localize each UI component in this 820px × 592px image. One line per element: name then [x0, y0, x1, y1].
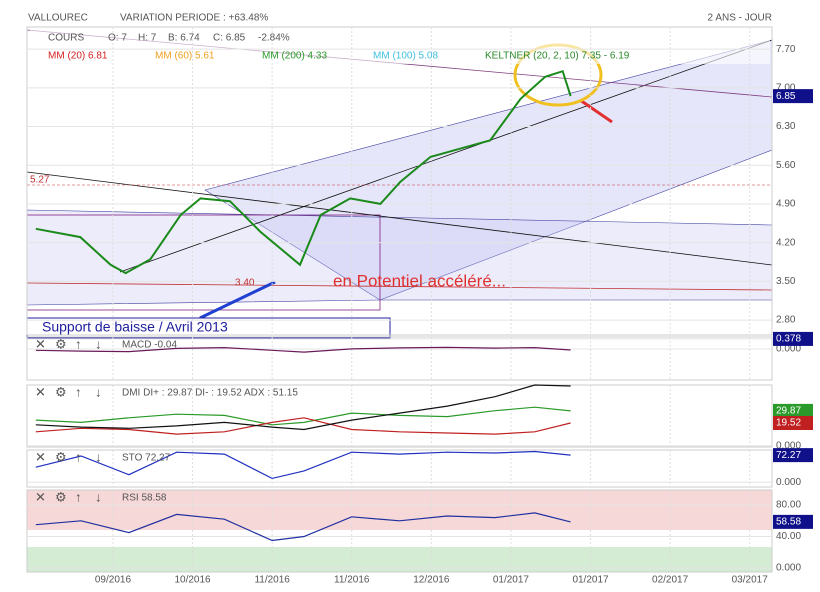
panel-icon: ↓ [95, 449, 102, 464]
value-tag-label: 72.27 [776, 450, 801, 461]
legend-backdrop [30, 26, 770, 64]
y-tick-label: 0.000 [776, 440, 801, 451]
channel [26, 209, 773, 306]
series-line [35, 406, 571, 426]
variation: VARIATION PERIODE : +63.48% [120, 13, 268, 24]
value-tag-label: 29.87 [776, 406, 801, 417]
x-tick-label: 10/2016 [174, 575, 211, 586]
value-tag-label: 0.378 [776, 334, 801, 345]
panel-icon: ⚙ [55, 384, 67, 399]
panel-icon: ⚙ [55, 489, 67, 504]
y-tick-label: 80.00 [776, 500, 801, 511]
x-tick-label: 12/2016 [413, 575, 450, 586]
value-tag [773, 415, 813, 430]
series-line [35, 417, 571, 435]
indicator-item: MM (60) 5.61 [155, 51, 215, 62]
x-tick-label: 09/2016 [95, 575, 132, 586]
x-tick-label: 11/2016 [334, 575, 370, 586]
indicator-item: MM (20) 6.81 [48, 51, 108, 62]
arrow [199, 280, 276, 320]
y-tick-label: 0.000 [776, 344, 801, 355]
value-tag [773, 89, 813, 104]
x-tick-label: 11/2016 [254, 575, 290, 586]
panel-icon: ✕ [35, 384, 46, 399]
indicator-item: MM (200) 4.33 [262, 51, 327, 62]
x-tick-label: 01/2017 [493, 575, 530, 586]
annotation: Support de baisse / Avril 2013 [42, 319, 228, 335]
y-tick-label: 4.20 [776, 237, 796, 248]
value-tag-label: 6.85 [776, 91, 796, 102]
trend-line [26, 171, 773, 266]
panel-legend: RSI 58.58 [122, 493, 167, 504]
y-tick-label: 5.60 [776, 160, 796, 171]
series-line [35, 384, 571, 431]
y-tick-label: 0.000 [776, 477, 801, 488]
x-tick-label: 02/2017 [652, 575, 689, 586]
panel-icon: ✕ [35, 489, 46, 504]
value-tag [773, 514, 813, 529]
panel-icon: ↑ [75, 489, 82, 504]
overbought-band [27, 490, 772, 530]
quote-item: -2.84% [258, 33, 290, 44]
quote-item: C: 6.85 [213, 33, 246, 44]
value-tag [773, 448, 813, 463]
y-tick-label: 7.70 [776, 44, 796, 55]
annotation: 5.27 [30, 175, 50, 186]
indicator-item: MM (100) 5.08 [373, 51, 438, 62]
annotation: 3.40 [235, 278, 255, 289]
panel-icon: ⚙ [55, 449, 67, 464]
level-line [26, 282, 773, 291]
panel-legend: STO 72.27 [122, 453, 171, 464]
panel-icon: ✕ [35, 336, 46, 351]
value-tag [773, 331, 813, 346]
panel-icon: ⚙ [55, 336, 67, 351]
trend-line [119, 39, 773, 273]
value-tag-label: 19.52 [776, 418, 801, 429]
series-line [35, 69, 572, 275]
panel-frame [26, 26, 773, 336]
quote-item: O: 7 [108, 33, 127, 44]
y-tick-label: 4.90 [776, 199, 796, 210]
indicator-item: KELTNER (20, 2, 10) 7.35 - 6.19 [485, 51, 630, 62]
y-tick-label: 3.50 [776, 276, 796, 287]
panel-frame [26, 336, 773, 381]
panel-frame [26, 489, 773, 573]
x-tick-label: 03/2017 [732, 575, 769, 586]
arrow [579, 98, 613, 124]
annotation: en Potentiel accéléré... [333, 271, 506, 290]
y-tick-label: 0.000 [776, 563, 801, 574]
quote-item: H: 7 [138, 33, 157, 44]
panel-legend: DMI DI+ : 29.87 DI- : 19.52 ADX : 51.15 [122, 388, 298, 399]
panel-legend: MACD -0.04 [122, 340, 177, 351]
series-line [35, 450, 571, 480]
period: 2 ANS - JOUR [708, 13, 772, 24]
panel-icon: ↑ [75, 384, 82, 399]
y-tick-label: 40.00 [776, 531, 801, 542]
quote-item: B: 6.74 [168, 33, 200, 44]
panel-icon: ↓ [95, 384, 102, 399]
panel-frame [26, 384, 773, 448]
panel-icon: ↓ [95, 336, 102, 351]
quote-item: COURS [48, 33, 84, 44]
series-line [35, 346, 571, 353]
y-tick-label: 6.30 [776, 121, 796, 132]
panel-icon: ✕ [35, 449, 46, 464]
x-tick-label: 01/2017 [572, 575, 609, 586]
y-tick-label: 7.00 [776, 82, 796, 93]
stock-title: VALLOUREC [28, 13, 88, 24]
panel-icon: ↑ [75, 449, 82, 464]
value-tag-label: 58.58 [776, 517, 801, 528]
y-tick-label: 2.80 [776, 315, 796, 326]
panel-frame [26, 449, 773, 488]
panel-icon: ↑ [75, 336, 82, 351]
value-tag [773, 403, 813, 418]
panel-icon: ↓ [95, 489, 102, 504]
series-line [35, 512, 571, 542]
